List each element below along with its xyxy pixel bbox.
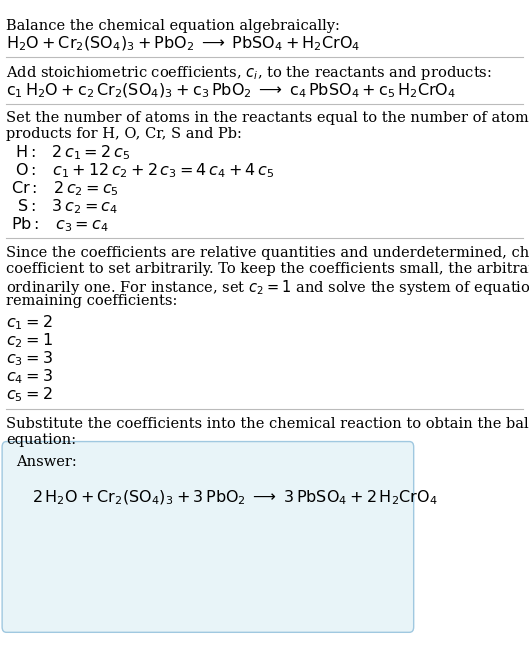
Text: Balance the chemical equation algebraically:: Balance the chemical equation algebraica… xyxy=(6,19,340,33)
Text: Substitute the coefficients into the chemical reaction to obtain the balanced: Substitute the coefficients into the che… xyxy=(6,417,529,431)
Text: $\mathrm{O:}\;\;\; c_1 + 12\,c_2 + 2\,c_3 = 4\,c_4 + 4\,c_5$: $\mathrm{O:}\;\;\; c_1 + 12\,c_2 + 2\,c_… xyxy=(15,161,274,180)
Text: Since the coefficients are relative quantities and underdetermined, choose a: Since the coefficients are relative quan… xyxy=(6,246,529,260)
Text: $c_2 = 1$: $c_2 = 1$ xyxy=(6,331,53,350)
Text: Set the number of atoms in the reactants equal to the number of atoms in the: Set the number of atoms in the reactants… xyxy=(6,111,529,125)
Text: $\mathrm{H:}\;\;\; 2\,c_1 = 2\,c_5$: $\mathrm{H:}\;\;\; 2\,c_1 = 2\,c_5$ xyxy=(15,143,130,162)
Text: remaining coefficients:: remaining coefficients: xyxy=(6,294,178,308)
Text: Add stoichiometric coefficients, $c_i$, to the reactants and products:: Add stoichiometric coefficients, $c_i$, … xyxy=(6,64,492,82)
Text: $\mathrm{H_2O + Cr_2(SO_4)_3 + PbO_2 \;\longrightarrow\; PbSO_4 + H_2CrO_4}$: $\mathrm{H_2O + Cr_2(SO_4)_3 + PbO_2 \;\… xyxy=(6,35,361,53)
Text: ordinarily one. For instance, set $c_2 = 1$ and solve the system of equations fo: ordinarily one. For instance, set $c_2 =… xyxy=(6,278,529,297)
Text: $\mathrm{c_1\,H_2O + c_2\,Cr_2(SO_4)_3 + c_3\,PbO_2 \;\longrightarrow\; c_4\,PbS: $\mathrm{c_1\,H_2O + c_2\,Cr_2(SO_4)_3 +… xyxy=(6,81,457,100)
Text: Answer:: Answer: xyxy=(16,455,77,469)
Text: $c_3 = 3$: $c_3 = 3$ xyxy=(6,349,53,368)
Text: $\mathrm{Cr:}\;\;\; 2\,c_2 = c_5$: $\mathrm{Cr:}\;\;\; 2\,c_2 = c_5$ xyxy=(11,179,119,198)
Text: $c_5 = 2$: $c_5 = 2$ xyxy=(6,385,53,404)
Text: $\mathrm{Pb:}\;\;\; c_3 = c_4$: $\mathrm{Pb:}\;\;\; c_3 = c_4$ xyxy=(11,215,109,234)
Text: $c_4 = 3$: $c_4 = 3$ xyxy=(6,367,53,386)
FancyBboxPatch shape xyxy=(2,442,414,632)
Text: $\mathrm{2\,H_2O + Cr_2(SO_4)_3 + 3\,PbO_2 \;\longrightarrow\; 3\,PbSO_4 + 2\,H_: $\mathrm{2\,H_2O + Cr_2(SO_4)_3 + 3\,PbO… xyxy=(32,488,437,507)
Text: equation:: equation: xyxy=(6,433,77,447)
Text: coefficient to set arbitrarily. To keep the coefficients small, the arbitrary va: coefficient to set arbitrarily. To keep … xyxy=(6,262,529,276)
Text: $\mathrm{S:}\;\;\; 3\,c_2 = c_4$: $\mathrm{S:}\;\;\; 3\,c_2 = c_4$ xyxy=(17,197,118,216)
Text: products for H, O, Cr, S and Pb:: products for H, O, Cr, S and Pb: xyxy=(6,127,242,141)
Text: $c_1 = 2$: $c_1 = 2$ xyxy=(6,313,53,331)
